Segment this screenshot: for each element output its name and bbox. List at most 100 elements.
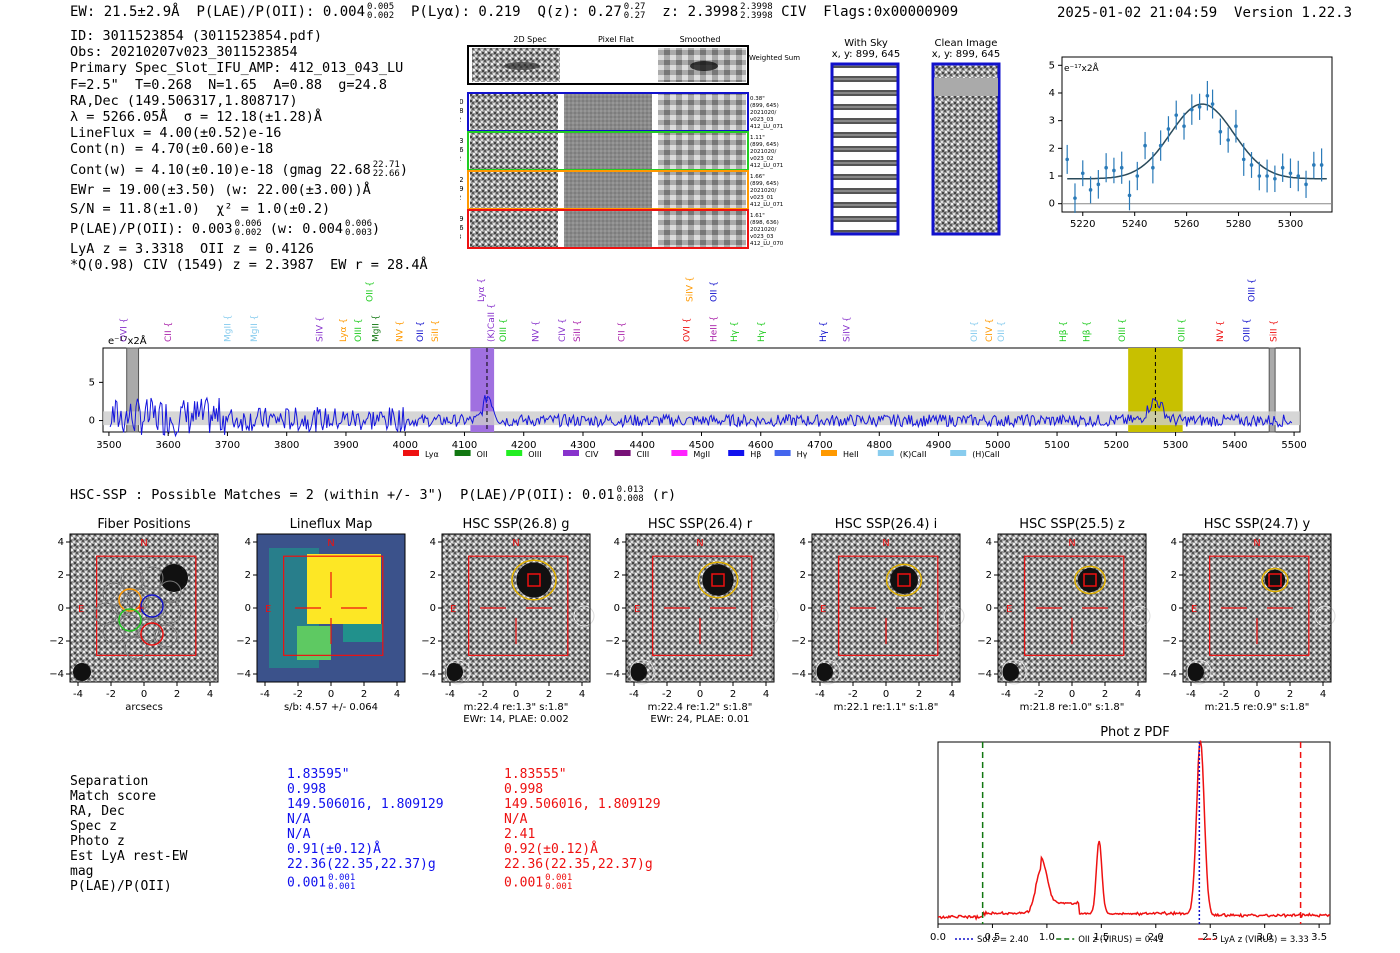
hsc-xtick-label: 0 (1254, 689, 1260, 700)
zoom-xtick-label: 5260 (1174, 219, 1199, 230)
spec-legend-swatch (877, 450, 894, 456)
row-2d (470, 172, 558, 208)
spec-line-label: NV { (1216, 321, 1226, 342)
hsc-ytick-label: 4 (245, 537, 251, 548)
hsc-xtick-label: -4 (629, 689, 639, 700)
hsc-aperture-box (1209, 555, 1310, 656)
match-value-text: 0.998 (504, 782, 544, 797)
z-label: z: (662, 4, 680, 20)
qz-lo: 0.27 (623, 11, 646, 21)
hsc-edge-source (1129, 605, 1151, 627)
hsc-xtick-label: -4 (445, 689, 455, 700)
spec-legend-swatch (563, 450, 579, 456)
spec-xtick-label: 5000 (985, 440, 1010, 451)
spec-line-label: OIII { (1177, 318, 1187, 342)
flags-value: Flags:0x00000909 (823, 4, 959, 20)
fiber-circle (118, 614, 142, 638)
detection-info: ID: 3011523854 (3011523854.pdf) Obs: 202… (70, 28, 428, 273)
match-value-text: N/A (504, 812, 528, 827)
fiber-circle (136, 618, 160, 642)
hsc-xtick-label: -4 (815, 689, 825, 700)
row-r1: 1.11" (750, 135, 765, 141)
fiber-circle (126, 588, 150, 612)
hsc-xtick-label: 0 (697, 689, 703, 700)
spec-legend-label: MgII (693, 450, 710, 459)
spec-legend-swatch (403, 450, 419, 456)
spec-line-label: Lyα { (339, 318, 349, 342)
hsc-panel-title: Fiber Positions (97, 517, 190, 532)
photz-xtick-label: 1.0 (1039, 932, 1055, 943)
north-label: N (1253, 538, 1260, 549)
hsc-ytick-label: 2 (430, 570, 436, 581)
hsc-ytick-label: 2 (245, 570, 251, 581)
row-r5: 412_LU_071 (750, 163, 783, 169)
hsc-edge-source (757, 605, 779, 627)
spec-xtick-label: 4300 (570, 440, 595, 451)
hsc-corner-source (445, 663, 463, 681)
hsc-panel-title: Lineflux Map (290, 517, 373, 532)
hsc-xtick-label: -2 (478, 689, 488, 700)
hsc-ytick-label: −4 (1162, 669, 1177, 680)
info-primary: Primary Spec_Slot_IFU_AMP: 412_013_043_L… (70, 60, 404, 77)
spectrum-content: 3500 3600 3700 3800 3900 4000 4100 4200 4300 4400… (89, 276, 1307, 459)
info-radec: RA,Dec (149.506317,1.808717) (70, 92, 298, 109)
row-r3: 2021020/ (750, 110, 776, 116)
hsc-panel: HSC SSP(26.8) g N E -4 4 -2 2 0 0 2 −2 4 −4 m:22.4 re… (421, 517, 595, 725)
match-value-text: 149.506016, 1.809129 (287, 797, 444, 812)
info-lineflux: LineFlux = 4.00(±0.52)e-16 (70, 125, 282, 142)
hsc-xtick-label: -2 (662, 689, 672, 700)
spec-legend-swatch (728, 450, 745, 456)
photz-xtick-label: 1.5 (1093, 932, 1109, 943)
info-plae: P(LAE)/P(OII): 0.003 0.006 0.002 (w: 0.004… (70, 220, 428, 238)
match-plae-hi: 0.001 (545, 873, 573, 883)
clean-xy: x, y: 899, 645 (931, 49, 1001, 60)
match-value: 1.83595" (287, 767, 444, 782)
zoom-xtick-label: 5220 (1070, 219, 1095, 230)
hsc-panel: HSC SSP(26.4) i N E -4 4 -2 2 0 0 2 −2 4 −4 m:22.1 re… (791, 517, 965, 713)
north-label: N (1068, 538, 1075, 549)
hsc-caption: m:21.5 re:0.9" s:1.8" (1205, 702, 1310, 713)
spec-line-label: (K)CaII { (487, 303, 497, 342)
hsc-corner-ring (815, 659, 841, 685)
spec-line-label: OII { (997, 321, 1007, 342)
row-l3: 042 (460, 194, 461, 202)
zoom-point (1312, 163, 1316, 167)
spec-line-label: Hγ { (730, 321, 740, 342)
hsc-image-bg (998, 534, 1146, 682)
zoom-point (1065, 157, 1069, 162)
match-value: 0.998 (504, 782, 661, 797)
plya-value: P(Lyα): 0.219 (411, 4, 521, 20)
hsc-xtick-label: -2 (106, 689, 116, 700)
contw-hi: 22.71 (372, 159, 400, 170)
zoom-ytick-label: 2 (1049, 143, 1055, 154)
zoom-point (1112, 168, 1116, 173)
weighted-signal (504, 62, 540, 70)
row-l2: 1.28 (460, 107, 464, 115)
row-r5: 412_LU_071 (750, 124, 783, 130)
lineflux-mid (297, 626, 331, 660)
fiber-blue (140, 594, 164, 618)
hsc-caption: m:22.4 re:1.2" s:1.8" (648, 702, 753, 713)
hsc-xtick-label: -4 (1186, 689, 1196, 700)
hsc-corner-ring (445, 659, 471, 685)
hsc-xtick-label: 4 (763, 689, 769, 700)
spec-line-label: Hβ { (1059, 321, 1069, 342)
match-value-text: 22.36(22.35,22.37)g (504, 857, 653, 872)
hsc-source-box (897, 573, 911, 587)
hsc-source (516, 562, 552, 598)
hsc-image-bg (70, 534, 218, 682)
spec-line-label: OII { (416, 321, 426, 342)
row-2d (470, 94, 558, 130)
spec-xtick-label: 5400 (1222, 440, 1247, 451)
hsc-ytick-label: 4 (430, 537, 436, 548)
hsc-corner-source (1186, 663, 1204, 681)
match-value-text: 0.998 (287, 782, 327, 797)
hsc-header-hi: 0.013 (616, 485, 644, 495)
spec-xtick-label: 4800 (867, 440, 892, 451)
hsc-source-box (1268, 573, 1282, 587)
spec-xtick-label: 5500 (1281, 440, 1306, 451)
info-contn: Cont(n) = 4.70(±0.60)e-18 (70, 141, 274, 158)
col-flat-label: Pixel Flat (598, 35, 634, 44)
spec-xtick-label: 3800 (274, 440, 299, 451)
zoom-point (1151, 165, 1155, 170)
